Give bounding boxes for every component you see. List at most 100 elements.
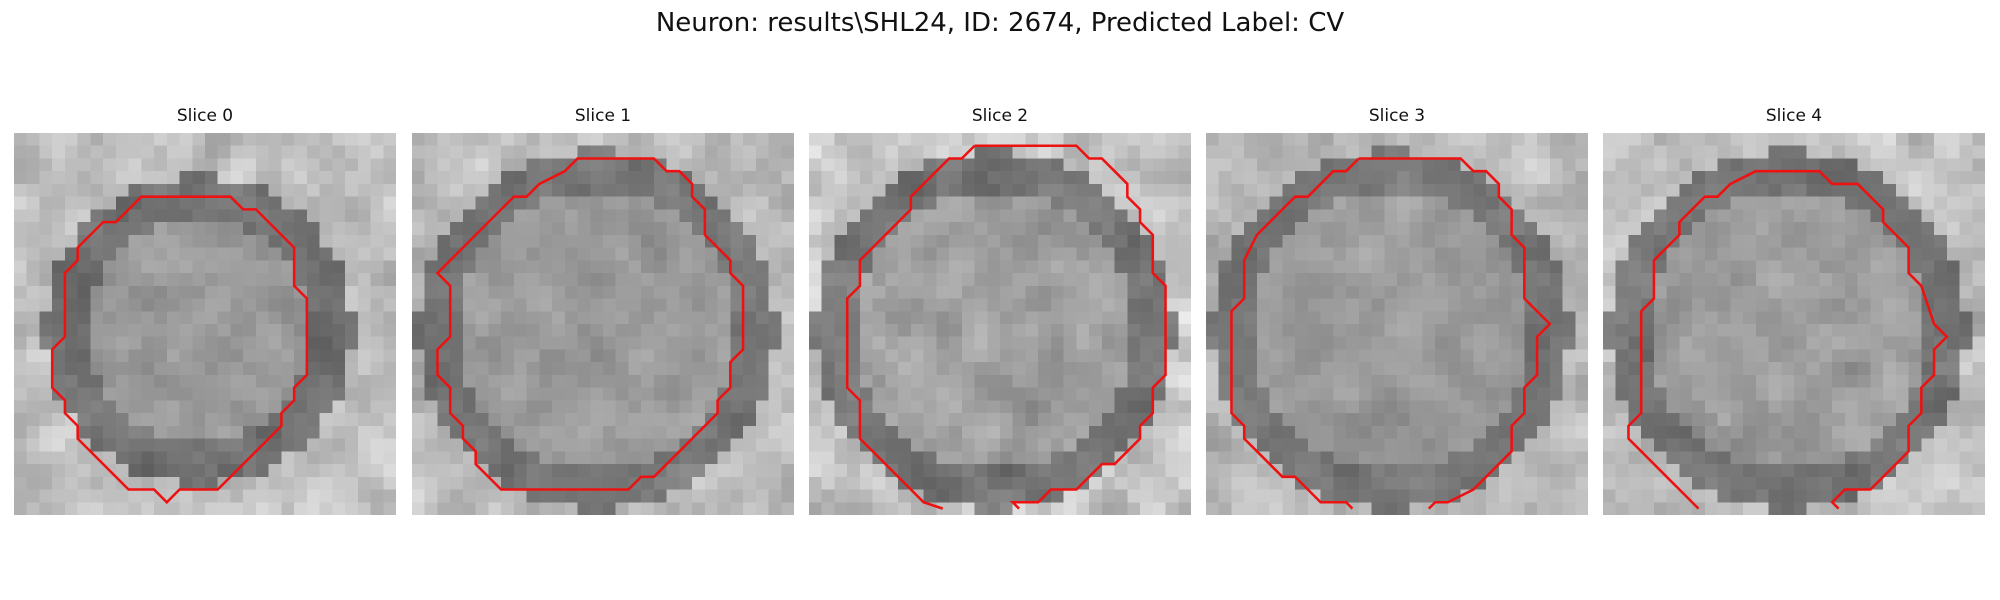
image-pixel	[1409, 133, 1423, 146]
image-pixel	[1908, 362, 1922, 376]
image-pixel	[717, 298, 731, 312]
image-pixel	[885, 362, 899, 376]
image-pixel	[1206, 464, 1219, 478]
image-pixel	[1883, 425, 1897, 439]
image-pixel	[1025, 133, 1039, 146]
image-pixel	[564, 324, 578, 337]
image-pixel	[872, 413, 886, 427]
image-pixel	[1972, 247, 1985, 261]
image-pixel	[1704, 349, 1718, 363]
image-pixel	[1959, 285, 1973, 299]
image-pixel	[552, 476, 566, 490]
image-pixel	[1206, 158, 1219, 172]
image-pixel	[987, 489, 1001, 503]
image-pixel	[910, 171, 924, 185]
image-pixel	[345, 464, 359, 478]
image-pixel	[1498, 336, 1512, 350]
image-pixel	[513, 438, 527, 452]
image-pixel	[205, 349, 218, 363]
image-pixel	[1794, 183, 1807, 197]
image-pixel	[513, 209, 527, 223]
image-pixel	[974, 311, 988, 325]
image-pixel	[1704, 336, 1718, 350]
image-pixel	[1806, 349, 1820, 363]
image-pixel	[1946, 285, 1960, 299]
image-pixel	[166, 196, 180, 210]
image-pixel	[859, 489, 873, 503]
image-pixel	[1704, 247, 1718, 261]
image-pixel	[847, 502, 861, 515]
image-pixel	[77, 349, 91, 363]
image-pixel	[1140, 171, 1154, 185]
image-pixel	[1152, 171, 1166, 185]
image-pixel	[14, 451, 27, 465]
image-pixel	[1615, 349, 1629, 363]
image-pixel	[717, 171, 731, 185]
image-pixel	[345, 145, 359, 159]
image-pixel	[306, 374, 320, 388]
image-pixel	[679, 489, 693, 503]
image-pixel	[1755, 183, 1769, 197]
image-pixel	[1768, 298, 1782, 312]
image-pixel	[501, 502, 515, 515]
image-pixel	[1603, 425, 1616, 439]
image-pixel	[1794, 222, 1807, 236]
image-pixel	[1282, 285, 1296, 299]
image-pixel	[26, 489, 40, 503]
image-pixel	[1755, 425, 1769, 439]
image-pixel	[1794, 400, 1807, 414]
image-pixel	[539, 489, 553, 503]
image-pixel	[1562, 400, 1576, 414]
image-pixel	[1806, 158, 1820, 172]
image-pixel	[577, 464, 591, 478]
image-pixel	[1063, 451, 1077, 465]
image-pixel	[462, 324, 476, 337]
image-pixel	[1127, 183, 1141, 197]
image-pixel	[1114, 209, 1128, 223]
image-pixel	[1959, 247, 1973, 261]
image-pixel	[577, 349, 591, 363]
image-pixel	[1346, 413, 1360, 427]
image-pixel	[1486, 476, 1500, 490]
image-pixel	[781, 489, 794, 503]
image-pixel	[755, 183, 769, 197]
image-pixel	[898, 349, 912, 363]
image-pixel	[501, 183, 515, 197]
image-pixel	[370, 183, 384, 197]
image-pixel	[154, 247, 168, 261]
image-pixel	[1653, 400, 1667, 414]
image-pixel	[412, 336, 425, 350]
image-pixel	[370, 387, 384, 401]
image-pixel	[501, 362, 515, 376]
image-pixel	[1295, 425, 1309, 439]
image-pixel	[1870, 133, 1884, 146]
image-pixel	[923, 413, 937, 427]
image-pixel	[450, 400, 464, 414]
image-pixel	[872, 285, 886, 299]
image-pixel	[1972, 374, 1985, 388]
image-pixel	[205, 285, 218, 299]
image-pixel	[205, 183, 218, 197]
image-pixel	[77, 489, 91, 503]
image-pixel	[462, 247, 476, 261]
image-pixel	[306, 158, 320, 172]
image-pixel	[294, 171, 308, 185]
image-pixel	[628, 222, 642, 236]
image-pixel	[1768, 273, 1782, 287]
image-pixel	[1959, 438, 1973, 452]
image-pixel	[332, 298, 346, 312]
image-pixel	[1959, 336, 1973, 350]
image-pixel	[1397, 133, 1410, 146]
image-pixel	[1628, 451, 1642, 465]
image-pixel	[306, 400, 320, 414]
image-pixel	[1422, 196, 1436, 210]
image-pixel	[1895, 285, 1909, 299]
image-pixel	[1883, 158, 1897, 172]
image-pixel	[357, 489, 371, 503]
image-pixel	[1063, 209, 1077, 223]
image-pixel	[52, 196, 66, 210]
image-pixel	[1844, 145, 1858, 159]
image-pixel	[1692, 247, 1706, 261]
image-pixel	[1730, 273, 1744, 287]
image-pixel	[462, 158, 476, 172]
